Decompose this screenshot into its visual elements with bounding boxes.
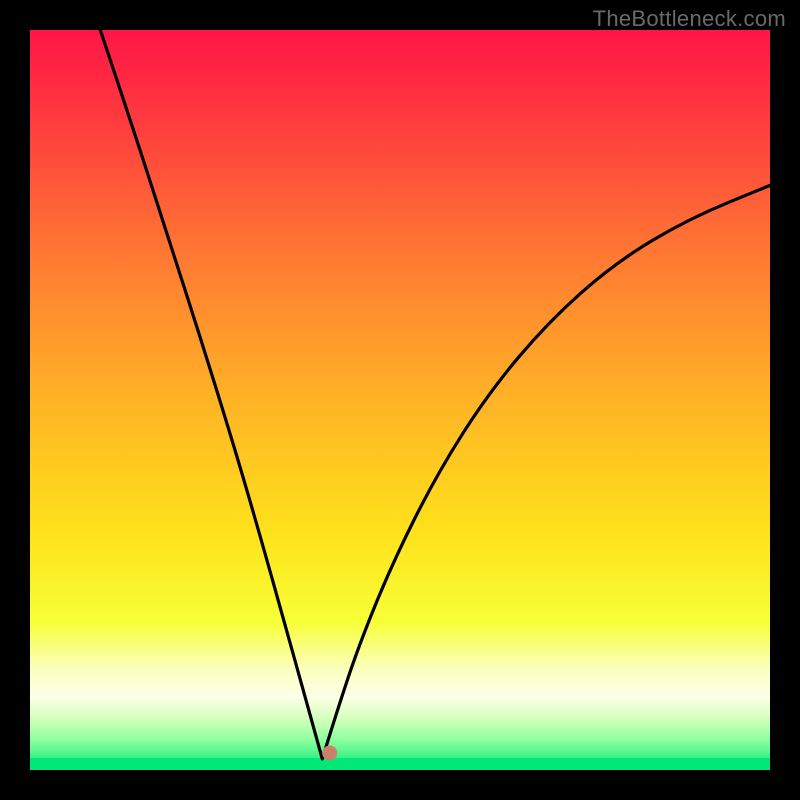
plot-area bbox=[30, 30, 770, 770]
v-curve-path bbox=[100, 30, 770, 759]
min-marker bbox=[322, 745, 337, 760]
watermark-text: TheBottleneck.com bbox=[593, 6, 786, 32]
curve-layer bbox=[30, 30, 770, 770]
